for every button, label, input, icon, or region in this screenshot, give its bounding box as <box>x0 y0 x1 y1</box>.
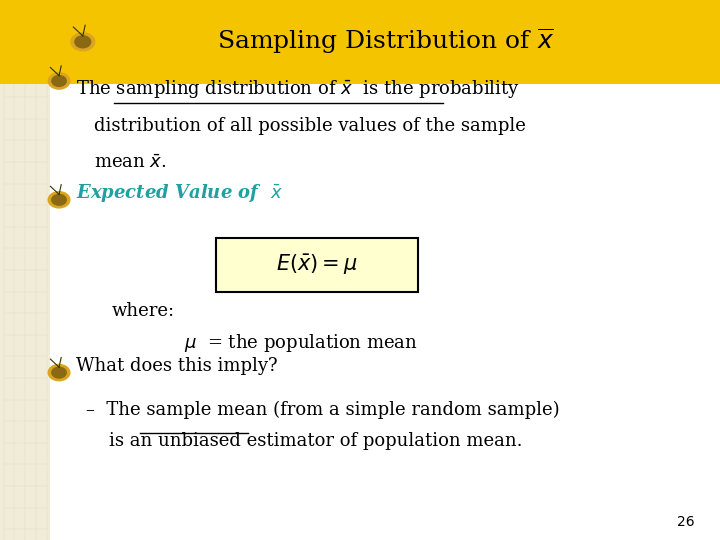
Text: mean $\bar{x}$.: mean $\bar{x}$. <box>94 154 166 172</box>
Text: distribution of all possible values of the sample: distribution of all possible values of t… <box>94 117 526 135</box>
Circle shape <box>48 73 70 89</box>
Text: $E(\bar{x}) = \mu$: $E(\bar{x}) = \mu$ <box>276 253 358 276</box>
Circle shape <box>75 36 91 48</box>
Text: The sampling distribution of $\bar{x}$  is the probability: The sampling distribution of $\bar{x}$ i… <box>76 78 520 100</box>
Text: is an unbiased estimator of population mean.: is an unbiased estimator of population m… <box>86 432 523 450</box>
Text: What does this imply?: What does this imply? <box>76 357 277 375</box>
Text: 26: 26 <box>678 515 695 529</box>
Text: $\mu$  = the population mean: $\mu$ = the population mean <box>184 332 418 354</box>
Circle shape <box>52 367 66 378</box>
Circle shape <box>48 364 70 381</box>
Text: Expected Value of  $\bar{x}$: Expected Value of $\bar{x}$ <box>76 183 282 204</box>
Circle shape <box>48 192 70 208</box>
Circle shape <box>71 33 95 51</box>
Circle shape <box>52 194 66 205</box>
FancyBboxPatch shape <box>0 0 50 84</box>
Circle shape <box>52 76 66 86</box>
FancyBboxPatch shape <box>50 0 720 84</box>
Text: –  The sample mean (from a simple random sample): – The sample mean (from a simple random … <box>86 401 560 419</box>
FancyBboxPatch shape <box>216 238 418 292</box>
Text: Sampling Distribution of $\overline{x}$: Sampling Distribution of $\overline{x}$ <box>217 27 554 57</box>
FancyBboxPatch shape <box>0 0 50 540</box>
Text: where:: where: <box>112 302 175 320</box>
